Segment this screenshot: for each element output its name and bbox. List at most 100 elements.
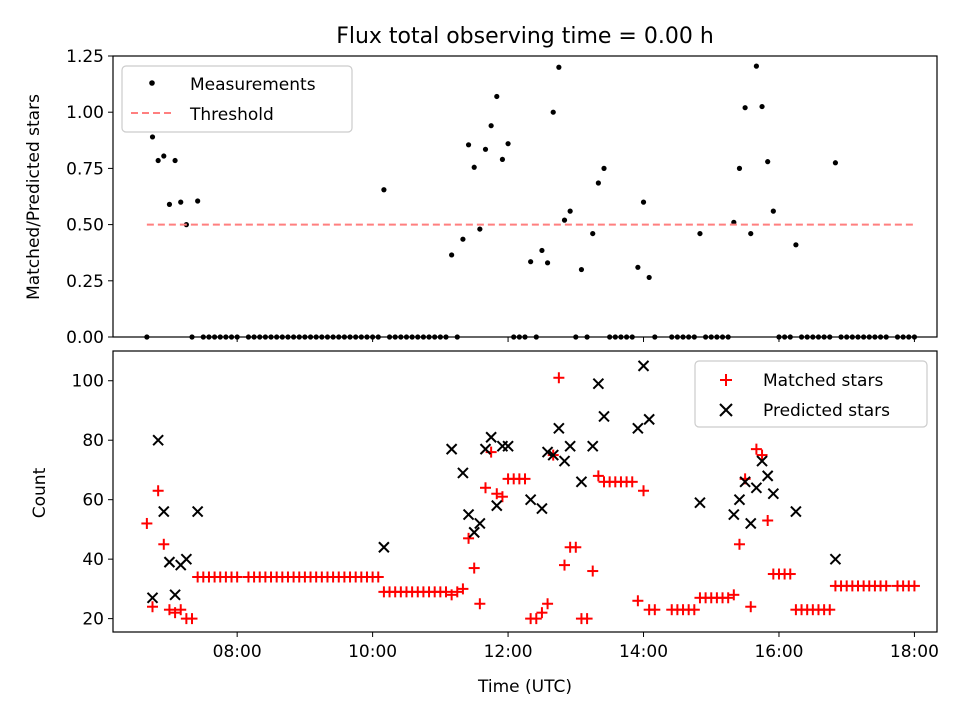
- measurement-point: [499, 156, 506, 163]
- matched-stars-point: [530, 613, 542, 625]
- predicted-stars-point: [191, 505, 204, 518]
- measurement-point: [793, 242, 799, 248]
- measurement-point: [770, 208, 776, 214]
- matched-stars-point: [542, 598, 554, 610]
- measurement-point: [195, 198, 201, 204]
- predicted-stars-point: [643, 413, 655, 426]
- bottom-x-tick-label: 12:00: [484, 642, 533, 662]
- predicted-stars-point: [587, 440, 599, 452]
- matched-stars-point: [147, 601, 159, 613]
- predicted-stars-point: [491, 499, 503, 512]
- predicted-stars-point: [733, 493, 746, 506]
- bottom-x-tick-label: 16:00: [754, 642, 803, 662]
- matched-stars-point: [536, 607, 548, 619]
- measurement-point: [635, 264, 641, 270]
- measurement-point: [465, 142, 472, 148]
- measurement-point: [561, 217, 568, 223]
- legend-matched-label: Matched stars: [763, 371, 883, 391]
- matched-stars-point: [491, 488, 503, 500]
- top-y-tick-label: 0.25: [66, 272, 104, 292]
- matched-stars-point: [231, 571, 243, 583]
- measurement-point: [759, 103, 765, 110]
- measurement-point: [601, 165, 607, 171]
- legend-matched-marker: [720, 374, 732, 386]
- bottom-y-axis-label: Count: [30, 467, 50, 518]
- measurement-point: [149, 134, 156, 140]
- top-data-marks: [144, 63, 918, 340]
- measurement-point: [482, 146, 489, 152]
- bottom-data-marks: [141, 360, 920, 625]
- matched-stars-point: [581, 613, 593, 625]
- measurement-point: [640, 199, 647, 205]
- matched-stars-point: [750, 443, 762, 455]
- predicted-stars-point: [180, 553, 193, 565]
- bottom-x-tick-label: 18:00: [890, 642, 939, 662]
- measurement-point: [471, 164, 477, 170]
- predicted-stars-point: [457, 467, 469, 479]
- matched-stars-point: [175, 604, 187, 616]
- matched-stars-point: [496, 491, 508, 503]
- predicted-stars-point: [146, 592, 159, 604]
- predicted-stars-point: [485, 431, 497, 443]
- matched-stars-point: [762, 514, 774, 526]
- predicted-stars-point: [169, 589, 181, 601]
- predicted-stars-point: [767, 488, 780, 500]
- matched-stars-point: [587, 565, 599, 577]
- matched-stars-point: [756, 449, 768, 461]
- bottom-x-tick-label: 08:00: [213, 642, 262, 662]
- legend-measurements-marker: [149, 80, 155, 86]
- top-panel: Flux total observing time = 0.00 h 0.00 0…: [24, 24, 938, 348]
- top-y-tick-label: 0.75: [66, 159, 104, 179]
- predicted-stars-point: [502, 440, 514, 452]
- measurement-point: [753, 63, 759, 69]
- matched-stars-point: [559, 559, 571, 571]
- top-y-tick-label: 0.00: [66, 328, 104, 348]
- matched-stars-point: [169, 607, 181, 619]
- predicted-stars-point: [445, 443, 458, 455]
- measurement-point: [381, 187, 387, 193]
- measurement-point: [544, 260, 551, 266]
- bottom-x-axis-label: Time (UTC): [477, 677, 572, 697]
- matched-stars-point: [745, 601, 757, 613]
- matched-stars-point: [908, 580, 920, 592]
- matched-stars-point: [688, 604, 700, 616]
- matched-stars-point: [158, 538, 170, 550]
- predicted-stars-point: [592, 378, 605, 390]
- legend-predicted-marker: [719, 403, 733, 417]
- measurement-point: [172, 157, 178, 164]
- predicted-stars-point: [761, 470, 774, 482]
- matched-stars-point: [451, 586, 463, 598]
- matched-stars-point: [186, 613, 198, 625]
- top-y-axis-label: Matched/Predicted stars: [24, 94, 44, 300]
- measurement-point: [742, 105, 748, 111]
- measurement-point: [595, 180, 601, 186]
- measurement-point: [748, 230, 754, 237]
- matched-stars-point: [649, 604, 661, 616]
- top-chart-title: Flux total observing time = 0.00 h: [336, 24, 714, 49]
- predicted-stars-point: [739, 476, 751, 488]
- top-plot-frame: [112, 55, 938, 338]
- predicted-stars-point: [575, 476, 588, 488]
- top-legend: Measurements Threshold: [121, 65, 353, 133]
- legend-measurements-label: Measurements: [190, 75, 316, 95]
- measurement-point: [505, 141, 511, 147]
- matched-stars-point: [824, 604, 836, 616]
- predicted-stars-point: [541, 446, 554, 458]
- predicted-stars-point: [468, 526, 480, 539]
- matched-stars-point: [468, 562, 480, 574]
- predicted-stars-point: [378, 541, 390, 553]
- predicted-stars-point: [632, 422, 644, 435]
- predicted-stars-point: [524, 493, 537, 506]
- measurement-point: [494, 93, 500, 100]
- measurement-point: [539, 247, 545, 254]
- legend-predicted-label: Predicted stars: [763, 401, 890, 421]
- measurement-point: [449, 252, 455, 258]
- measurement-point: [460, 236, 466, 242]
- top-y-tick-label: 0.50: [66, 216, 104, 236]
- matched-stars-point: [440, 586, 452, 598]
- predicted-stars-point: [756, 455, 768, 467]
- predicted-stars-point: [745, 517, 757, 530]
- bottom-plot-frame: [112, 350, 938, 633]
- matched-stars-point: [474, 598, 486, 610]
- measurement-point: [161, 153, 167, 159]
